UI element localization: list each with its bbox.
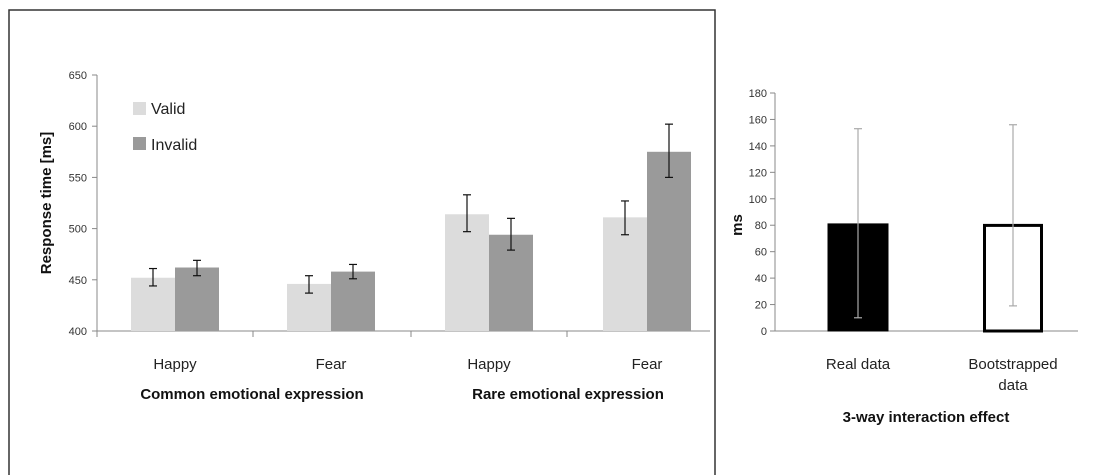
group-label-rare: Rare emotional expression (472, 386, 664, 403)
right-x-axis-label: 3-way interaction effect (843, 409, 1010, 426)
y-axis-label-ms: ms (729, 214, 746, 236)
y-tick-label: 120 (749, 167, 767, 179)
bar-invalid-1 (175, 267, 219, 331)
y-tick-label: 650 (69, 70, 87, 82)
y-tick-label: 60 (755, 247, 767, 259)
category-label: Bootstrapped (968, 356, 1057, 373)
category-label: Real data (826, 356, 891, 373)
y-tick-label: 500 (69, 224, 87, 236)
category-label: data (998, 377, 1028, 394)
legend-label-valid: Valid (151, 101, 185, 118)
bar-valid-4 (603, 217, 647, 331)
y-tick-label: 180 (749, 88, 767, 100)
y-tick-label: 80 (755, 220, 767, 232)
category-label: Happy (467, 356, 511, 373)
y-tick-label: 20 (755, 300, 767, 312)
bar-valid-3 (445, 214, 489, 331)
error-bar-valid-1 (149, 267, 157, 287)
error-bar-invalid-3 (507, 217, 515, 251)
y-axis-label: Response time [ms] (38, 132, 55, 275)
y-tick-label: 0 (761, 326, 767, 338)
error-bar-2 (1009, 124, 1017, 307)
error-bar-valid-4 (621, 200, 629, 236)
error-bar-invalid-4 (665, 123, 673, 178)
y-tick-label: 100 (749, 194, 767, 206)
y-tick-label: 140 (749, 141, 767, 153)
bar-invalid-3 (489, 234, 533, 331)
error-bar-invalid-1 (193, 259, 201, 277)
category-label: Fear (316, 356, 347, 373)
bar-valid-1 (131, 277, 175, 331)
y-tick-label: 400 (69, 326, 87, 338)
legend-label-invalid: Invalid (151, 137, 197, 154)
response-time-chart: Response time [ms] 400 450 500 550 600 650 Ha… (38, 70, 710, 403)
bar-invalid-2 (331, 271, 375, 331)
error-bar-invalid-2 (349, 263, 357, 280)
error-bar-valid-3 (463, 194, 471, 233)
y-tick-label: 600 (69, 121, 87, 133)
error-bar-1 (854, 128, 862, 319)
bar-invalid-4 (647, 151, 691, 331)
interaction-effect-chart: ms 0 20 40 60 80 100 120 140 160 180 Real data Boo… (729, 88, 1078, 426)
y-tick-label: 160 (749, 114, 767, 126)
legend: Valid Invalid (133, 101, 197, 154)
error-bar-valid-2 (305, 275, 313, 294)
group-label-common: Common emotional expression (140, 386, 363, 403)
legend-swatch-invalid (133, 137, 146, 150)
category-label: Fear (632, 356, 663, 373)
y-tick-label: 450 (69, 275, 87, 287)
legend-swatch-valid (133, 102, 146, 115)
y-tick-label: 40 (755, 273, 767, 285)
y-tick-label: 550 (69, 172, 87, 184)
category-label: Happy (153, 356, 197, 373)
left-panel-frame (8, 9, 716, 475)
